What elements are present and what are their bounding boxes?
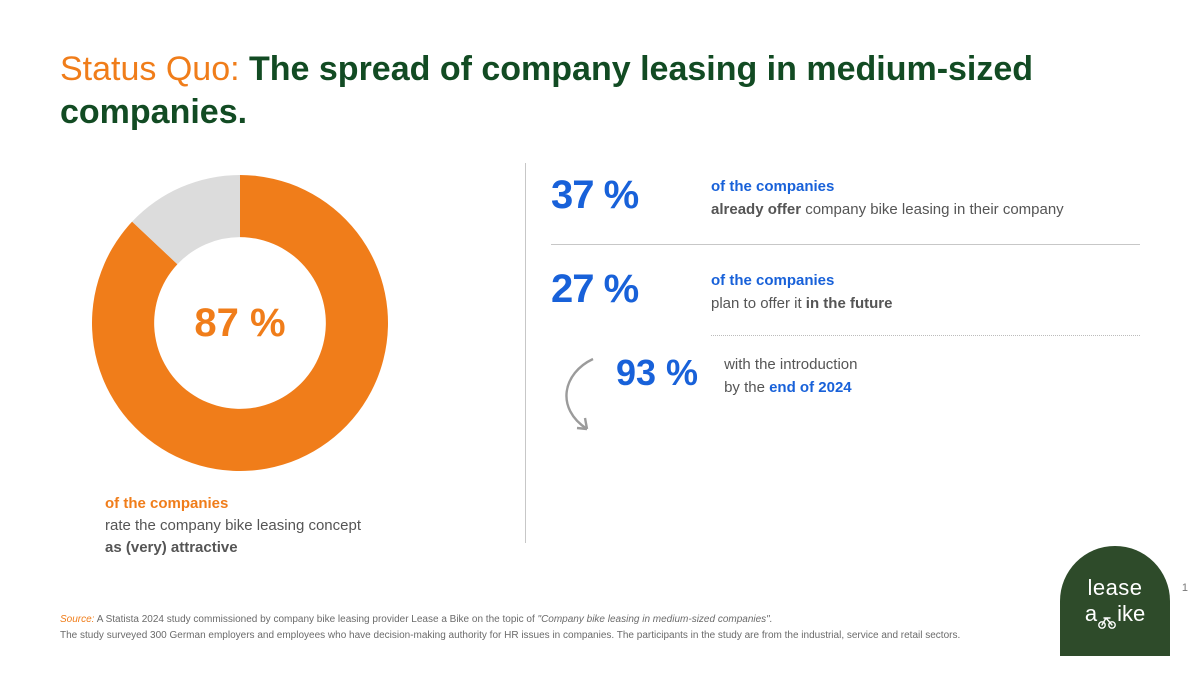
stat-37-lead: of the companies (711, 175, 1064, 198)
vertical-divider (525, 163, 526, 543)
stat-93-line2a: by the (724, 379, 769, 396)
stat-93: 93 % with the introduction by the end of… (616, 352, 1140, 399)
stat-27-before: plan to offer it (711, 295, 806, 312)
stats-divider-solid (551, 244, 1140, 245)
stat-37-desc: of the companies already offer company b… (711, 173, 1064, 222)
stat-93-line2b: end of 2024 (769, 379, 852, 396)
page-title: Status Quo: The spread of company leasin… (60, 48, 1140, 133)
stat-93-line1: with the introduction (724, 356, 857, 373)
stat-93-desc: with the introduction by the end of 2024 (724, 352, 857, 399)
stat-27-bold: in the future (806, 295, 893, 312)
logo-l2b: ike (1117, 601, 1145, 627)
main-content: 87 % of the companies rate the company b… (60, 163, 1140, 563)
stat-27-pct: 27 % (551, 267, 681, 312)
logo-line1: lease (1087, 575, 1142, 601)
donut-panel: 87 % of the companies rate the company b… (60, 163, 490, 563)
bike-icon (1098, 609, 1116, 623)
stat-27-lead: of the companies (711, 269, 892, 292)
donut-caption-lead: of the companies (105, 493, 435, 515)
logo-l2a: a (1085, 601, 1097, 627)
stat-27: 27 % of the companies plan to offer it i… (551, 267, 1140, 316)
stat-37-after: company bike leasing in their company (801, 201, 1064, 218)
source-label: Source: (60, 614, 94, 625)
stat-93-pct: 93 % (616, 352, 698, 394)
stat-37-bold: already offer (711, 201, 801, 218)
donut-center-label: 87 % (90, 173, 390, 473)
source-topic: "Company bike leasing in medium-sized co… (538, 614, 773, 625)
source-line2: The study surveyed 300 German employers … (60, 628, 1000, 644)
source-line1a: A Statista 2024 study commissioned by co… (94, 614, 537, 625)
stat-27-desc: of the companies plan to offer it in the… (711, 267, 892, 316)
page-number: 1 (1182, 582, 1188, 594)
stat-37: 37 % of the companies already offer comp… (551, 173, 1140, 222)
donut-caption-tail: as (very) attractive (105, 539, 238, 556)
donut-caption-mid: rate the company bike leasing concept (105, 517, 361, 534)
donut-chart: 87 % (90, 173, 390, 473)
arrow-icon (543, 353, 623, 443)
title-prefix: Status Quo: (60, 50, 240, 88)
source-footer: Source: A Statista 2024 study commission… (60, 612, 1000, 644)
brand-logo: lease a ike (1060, 546, 1170, 656)
stats-panel: 37 % of the companies already offer comp… (551, 163, 1140, 563)
logo-line2: a ike (1085, 601, 1145, 627)
stat-37-pct: 37 % (551, 173, 681, 218)
stats-divider-dotted (711, 335, 1140, 336)
donut-caption: of the companies rate the company bike l… (105, 493, 435, 558)
